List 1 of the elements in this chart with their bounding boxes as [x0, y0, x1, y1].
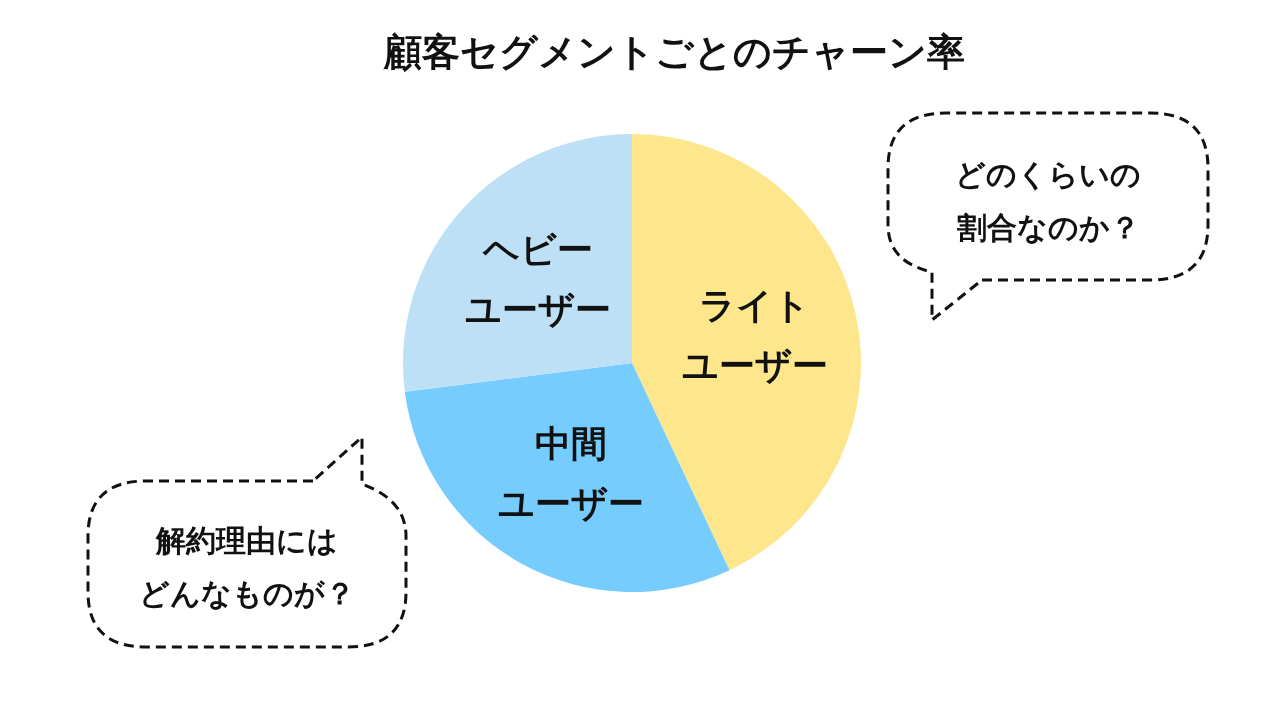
title: 顧客セグメントごとのチャーン率: [383, 30, 965, 74]
